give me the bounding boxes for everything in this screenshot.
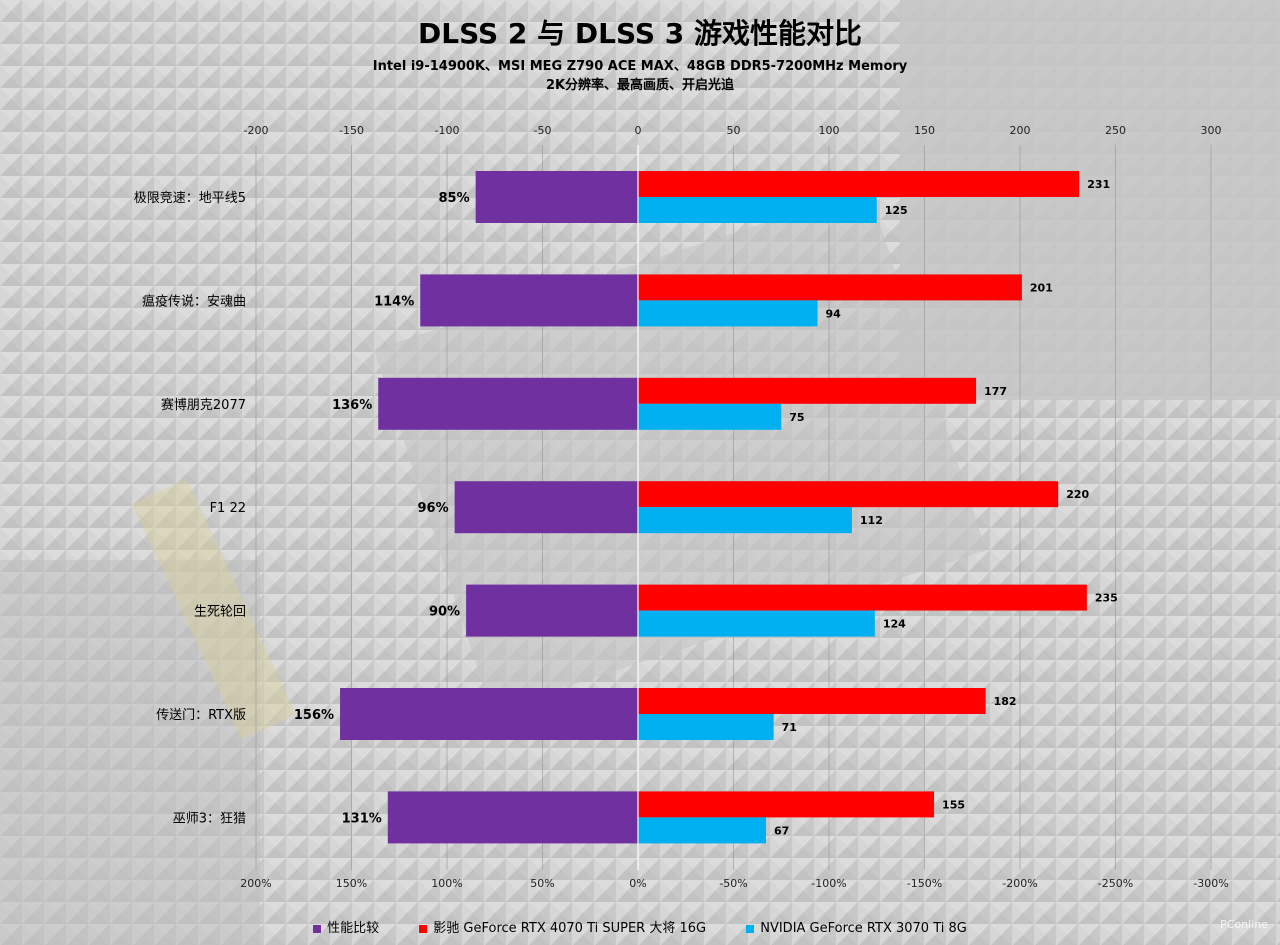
compare-bar [454,481,638,534]
rtx4070-bar [638,481,1059,508]
legend-swatch-rtx4070 [419,924,428,933]
rtx3070-value-label: 112 [860,514,883,527]
rtx4070-value-label: 235 [1095,592,1118,605]
top-axis-tick-label: -200 [244,124,269,137]
legend-item-rtx4070: 影驰 GeForce RTX 4070 Ti SUPER 大将 16G [419,917,706,936]
top-axis-tick-label: 150 [914,124,935,137]
rtx4070-bar [638,274,1022,301]
rtx3070-bar [638,714,774,740]
bottom-axis-tick-label: 200% [240,877,271,890]
top-axis-tick-label: 200 [1010,124,1031,137]
compare-value-label: 90% [429,605,460,620]
compare-bar [387,791,638,844]
rtx3070-value-label: 71 [782,721,797,734]
compare-bar [420,274,638,327]
bottom-axis-tick-label: 100% [431,877,462,890]
compare-value-label: 136% [332,398,372,413]
rtx4070-value-label: 155 [942,798,965,811]
rtx3070-bar [638,817,766,844]
legend-swatch-compare [313,924,322,933]
compare-bar [475,171,638,223]
chart-title: DLSS 2 与 DLSS 3 游戏性能对比 [417,17,863,50]
chart-subtitle-settings: 2K分辨率、最高画质、开启光追 [545,78,735,93]
category-label: 传送门：RTX版 [156,708,246,723]
rtx4070-bar [638,688,986,714]
chart-subtitle-specs: Intel i9-14900K、MSI MEG Z790 ACE MAX、48G… [372,59,908,74]
rtx3070-bar [638,300,818,327]
top-axis-tick-label: 100 [819,124,840,137]
watermark-text: PConline [1220,918,1268,931]
rtx3070-value-label: 125 [885,204,908,217]
top-axis-tick-label: 50 [727,124,741,137]
rtx4070-bar [638,171,1080,197]
category-label: 瘟疫传说：安魂曲 [142,293,246,309]
legend-label-rtx4070: 影驰 GeForce RTX 4070 Ti SUPER 大将 16G [433,921,707,936]
compare-bar [340,688,638,740]
rtx4070-value-label: 177 [984,385,1007,398]
compare-value-label: 114% [374,294,414,309]
compare-bar [466,584,638,637]
category-label: 极限竞速：地平线5 [134,190,246,206]
compare-value-label: 96% [418,501,449,516]
top-axis-tick-label: -100 [435,124,460,137]
rtx3070-bar [638,403,782,430]
bottom-axis-tick-label: 150% [336,877,367,890]
compare-value-label: 85% [439,191,470,206]
bottom-axis-tick-label: 0% [629,877,646,890]
rtx3070-bar [638,610,875,637]
category-label: 赛博朋克2077 [161,397,246,413]
rtx4070-bar [638,377,977,404]
rtx3070-value-label: 67 [774,824,789,837]
rtx4070-value-label: 220 [1066,488,1089,501]
category-label: F1 22 [210,501,246,516]
compare-value-label: 131% [342,811,382,826]
legend-item-rtx3070: NVIDIA GeForce RTX 3070 Ti 8G [746,921,967,936]
legend-label-rtx3070: NVIDIA GeForce RTX 3070 Ti 8G [760,921,967,936]
bottom-axis-tick-label: 50% [530,877,554,890]
top-axis-tick-label: 250 [1105,124,1126,137]
compare-value-label: 156% [294,708,334,723]
legend-label-compare: 性能比较 [327,921,380,936]
category-label: 巫师3：狂猎 [173,811,246,826]
legend-item-compare: 性能比较 [313,917,379,936]
rtx4070-value-label: 182 [994,695,1017,708]
rtx3070-value-label: 94 [826,307,842,320]
rtx4070-value-label: 201 [1030,281,1053,294]
rtx4070-bar [638,791,935,818]
bottom-axis-tick-label: -150% [907,877,942,890]
bottom-axis-tick-label: -250% [1098,877,1133,890]
bottom-axis-tick-label: -200% [1002,877,1037,890]
legend: 性能比较 影驰 GeForce RTX 4070 Ti SUPER 大将 16G… [0,917,1280,936]
rtx3070-bar [638,507,852,534]
top-axis-tick-label: 300 [1201,124,1222,137]
rtx3070-value-label: 75 [789,411,804,424]
top-axis-tick-label: 0 [635,124,642,137]
top-axis-tick-label: -150 [339,124,364,137]
top-axis-tick-label: -50 [534,124,552,137]
bottom-axis-tick-label: -300% [1193,877,1228,890]
rtx4070-value-label: 231 [1087,178,1110,191]
rtx3070-value-label: 124 [883,618,906,631]
legend-swatch-rtx3070 [746,924,755,933]
compare-bar [378,377,638,430]
rtx3070-bar [638,197,877,223]
bottom-axis-tick-label: -100% [811,877,846,890]
category-label: 生死轮回 [194,605,246,620]
bottom-axis-tick-label: -50% [719,877,747,890]
rtx4070-bar [638,584,1087,611]
